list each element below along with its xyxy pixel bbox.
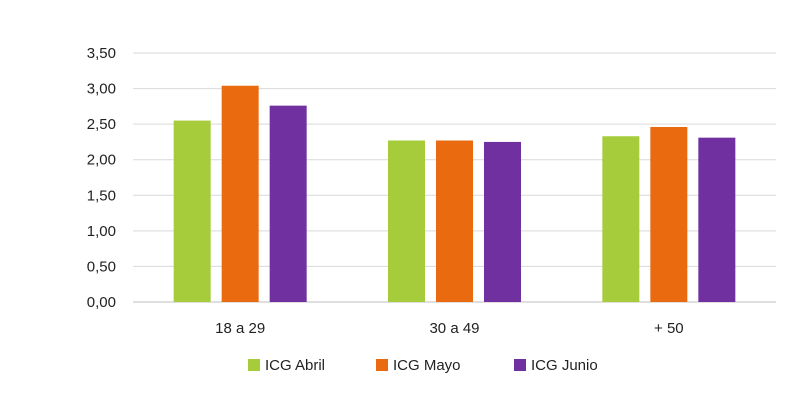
x-tick-label: 30 a 49 [429, 320, 479, 337]
bar [269, 105, 307, 302]
y-tick-label: 1,50 [87, 187, 116, 204]
y-tick-label: 2,50 [87, 116, 116, 133]
x-tick-label: + 50 [654, 320, 684, 337]
bars [173, 85, 736, 303]
bar [650, 126, 688, 302]
legend-label: ICG Mayo [393, 357, 461, 374]
x-tick-label: 18 a 29 [215, 320, 265, 337]
legend-swatch [514, 359, 526, 371]
bar [221, 85, 259, 303]
bar [173, 120, 211, 302]
legend-label: ICG Abril [265, 357, 325, 374]
y-tick-label: 0,00 [87, 294, 116, 311]
y-axis-tick-labels: 0,00 0,50 1,00 1,50 2,00 2,50 3,00 3,50 [87, 45, 116, 311]
legend-swatch [376, 359, 388, 371]
y-tick-label: 3,50 [87, 45, 116, 62]
bar [698, 137, 736, 302]
legend-swatch [248, 359, 260, 371]
legend: ICG Abril ICG Mayo ICG Junio [248, 357, 598, 374]
y-tick-label: 3,00 [87, 81, 116, 98]
x-axis-tick-labels: 18 a 29 30 a 49 + 50 [215, 320, 684, 337]
bar [602, 136, 640, 302]
bar [436, 140, 473, 302]
y-tick-label: 0,50 [87, 258, 116, 275]
legend-label: ICG Junio [531, 357, 598, 374]
bar [388, 140, 425, 302]
y-tick-label: 2,00 [87, 152, 116, 169]
y-tick-label: 1,00 [87, 223, 116, 240]
bar [484, 141, 521, 302]
